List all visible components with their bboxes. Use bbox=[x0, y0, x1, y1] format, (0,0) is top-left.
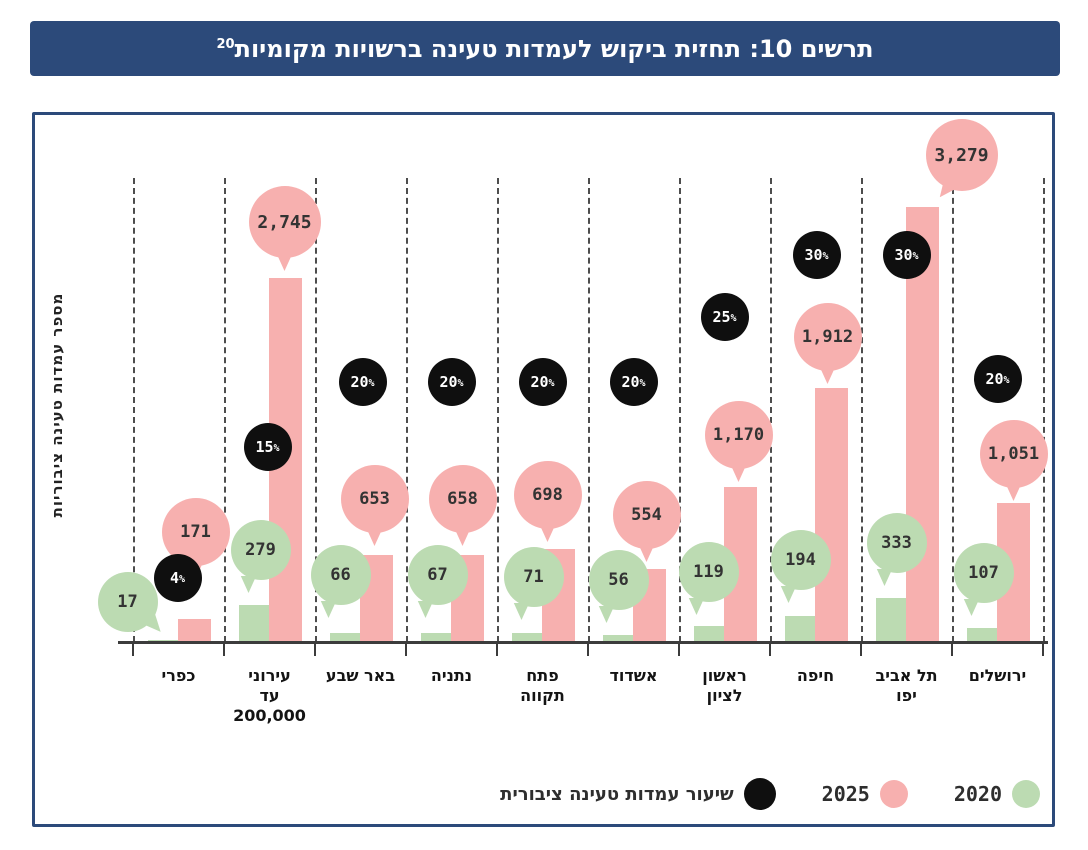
category-label: פתח תקווה bbox=[520, 666, 565, 705]
value-bubble-2020: 71 bbox=[503, 547, 564, 620]
axis-tick bbox=[860, 641, 862, 656]
legend-label-y2020: 2020 bbox=[953, 782, 1002, 806]
percent-sign: % bbox=[639, 378, 646, 389]
legend-item-y2025: 2025 bbox=[822, 780, 908, 808]
value-bubble-2020: 194 bbox=[770, 530, 831, 603]
legend-dot-rate bbox=[743, 778, 776, 810]
grid-line bbox=[224, 178, 226, 642]
value-bubble-2020: 56 bbox=[588, 550, 649, 623]
category-label: ראשון לציון bbox=[702, 666, 747, 705]
category-label: תל אביב יפו bbox=[875, 666, 938, 705]
rate-marker: 25% bbox=[700, 293, 749, 341]
bar-2020 bbox=[693, 626, 724, 642]
value-bubble-2025: 1,912 bbox=[793, 303, 862, 384]
grid-line bbox=[497, 178, 499, 642]
axis-tick bbox=[769, 641, 771, 656]
bar-2020 bbox=[875, 598, 906, 642]
value-bubble-2020: 17 bbox=[97, 572, 158, 632]
grid-line bbox=[770, 178, 772, 642]
percent-sign: % bbox=[368, 378, 375, 389]
value-bubble-2025: 1,051 bbox=[979, 420, 1048, 501]
y-axis-label: מספר עמדות טעינה ציבוריות bbox=[48, 292, 66, 518]
rate-marker: 20% bbox=[609, 358, 658, 406]
grid-line bbox=[315, 178, 317, 642]
title-banner: תרשים 10: תחזית ביקוש לעמדות טעינה ברשוי… bbox=[30, 21, 1060, 76]
percent-sign: % bbox=[1003, 375, 1010, 386]
page-title-text: תרשים 10: תחזית ביקוש לעמדות טעינה ברשוי… bbox=[234, 34, 874, 63]
grid-line bbox=[588, 178, 590, 642]
legend-item-y2020: 2020 bbox=[954, 780, 1040, 808]
value-bubble-2025: 698 bbox=[513, 461, 582, 542]
bar-2020 bbox=[238, 605, 269, 642]
value-bubble-2025: 554 bbox=[612, 481, 681, 562]
value-bubble-2020: 67 bbox=[407, 545, 468, 618]
rate-marker: 20% bbox=[338, 358, 387, 406]
title-footnote-superscript: 20 bbox=[216, 36, 235, 52]
rate-marker: 30% bbox=[882, 231, 931, 279]
grid-line bbox=[133, 178, 135, 642]
percent-sign: % bbox=[912, 251, 919, 262]
value-bubble-2025: 1,170 bbox=[704, 401, 773, 482]
legend-label-rate: שיעור עמדות טעינה ציבורית bbox=[500, 783, 734, 805]
axis-tick bbox=[314, 641, 316, 656]
category-label: כפרי bbox=[161, 666, 196, 685]
axis-tick bbox=[496, 641, 498, 656]
percent-sign: % bbox=[548, 378, 555, 389]
grid-line bbox=[679, 178, 681, 642]
bar-2020 bbox=[511, 633, 542, 642]
grid-line bbox=[1043, 178, 1045, 642]
percent-sign: % bbox=[457, 378, 464, 389]
category-label: באר שבע bbox=[325, 666, 396, 685]
value-bubble-2025: 653 bbox=[340, 465, 409, 546]
value-bubble-2020: 279 bbox=[230, 520, 291, 593]
percent-sign: % bbox=[273, 443, 280, 454]
category-label: עירוני עד 200,000 bbox=[233, 666, 306, 725]
legend-dot-y2020 bbox=[1012, 780, 1040, 808]
percent-sign: % bbox=[730, 313, 737, 324]
legend-label-y2025: 2025 bbox=[821, 782, 870, 806]
percent-sign: % bbox=[179, 574, 186, 585]
value-bubble-2025: 3,279 bbox=[925, 119, 998, 191]
grid-line bbox=[952, 178, 954, 642]
legend-dot-y2025 bbox=[879, 780, 908, 808]
bar-2020 bbox=[602, 635, 633, 642]
grid-line bbox=[406, 178, 408, 642]
grid-line bbox=[861, 178, 863, 642]
axis-tick bbox=[405, 641, 407, 656]
bar-2020 bbox=[784, 616, 815, 642]
percent-sign: % bbox=[822, 251, 829, 262]
rate-marker: 4% bbox=[153, 554, 202, 602]
axis-tick bbox=[223, 641, 225, 656]
legend-item-rate: שיעור עמדות טעינה ציבורית bbox=[500, 778, 776, 810]
legend: שיעור עמדות טעינה ציבורית 2025 2020 bbox=[500, 778, 1040, 810]
value-bubble-2020: 119 bbox=[678, 542, 739, 615]
axis-tick bbox=[1042, 641, 1044, 656]
category-label: אשדוד bbox=[609, 666, 658, 685]
axis-tick bbox=[678, 641, 680, 656]
page-title: תרשים 10: תחזית ביקוש לעמדות טעינה ברשוי… bbox=[216, 35, 873, 63]
category-label: נתניה bbox=[430, 666, 473, 685]
value-bubble-2020: 107 bbox=[953, 543, 1014, 616]
bar-2020 bbox=[420, 633, 451, 642]
value-bubble-2020: 66 bbox=[310, 545, 371, 618]
x-axis-line bbox=[118, 641, 1048, 644]
bar-2025 bbox=[177, 619, 211, 642]
rate-marker: 30% bbox=[792, 231, 841, 279]
value-bubble-2025: 658 bbox=[428, 465, 497, 546]
rate-marker: 20% bbox=[518, 358, 567, 406]
bar-2025 bbox=[814, 388, 848, 642]
axis-tick bbox=[951, 641, 953, 656]
rate-marker: 15% bbox=[243, 423, 292, 471]
value-bubble-2020: 333 bbox=[866, 513, 927, 586]
category-label: ירושלים bbox=[968, 666, 1027, 685]
rate-marker: 20% bbox=[973, 355, 1022, 403]
bar-2020 bbox=[966, 628, 997, 642]
axis-tick bbox=[587, 641, 589, 656]
value-bubble-2025: 2,745 bbox=[248, 186, 321, 271]
axis-tick bbox=[132, 641, 134, 656]
rate-marker: 20% bbox=[427, 358, 476, 406]
bar-2020 bbox=[329, 633, 360, 642]
category-label: חיפה bbox=[796, 666, 835, 685]
